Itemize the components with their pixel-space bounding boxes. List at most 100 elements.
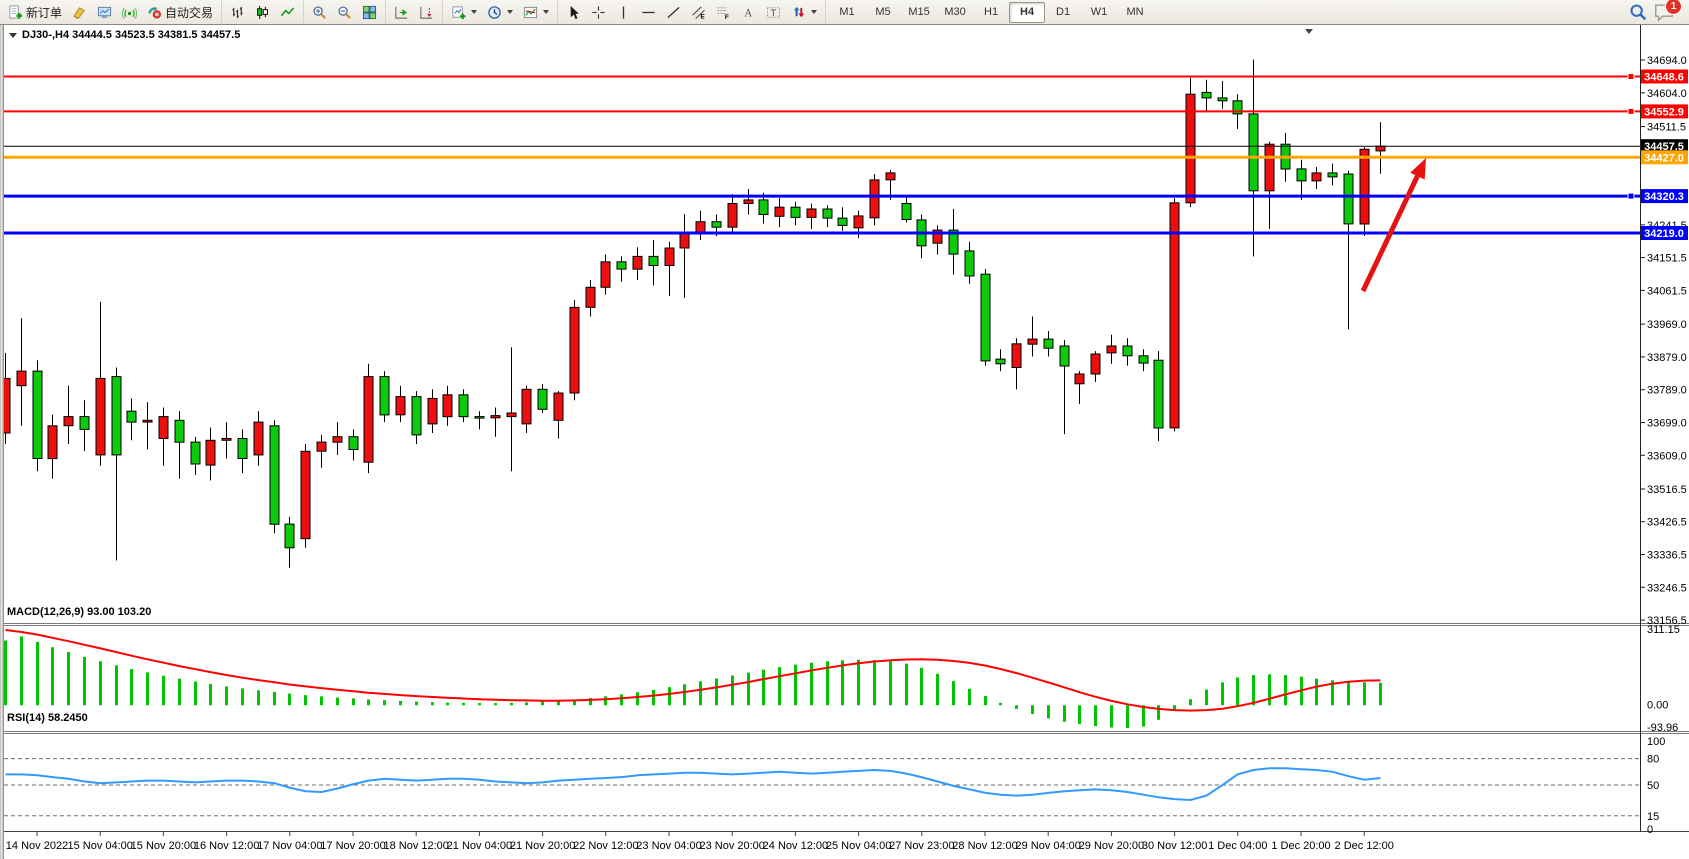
- timeframe-h1-button[interactable]: H1: [984, 5, 999, 18]
- signals-button[interactable]: [117, 1, 142, 23]
- zoom-out-button[interactable]: [332, 1, 357, 23]
- x-tick-label: 18 Nov 12:00: [383, 840, 448, 852]
- candle-body: [1027, 338, 1038, 345]
- timeframe-m5-button[interactable]: M5: [875, 5, 891, 18]
- chart-shift-marker[interactable]: [1305, 29, 1313, 34]
- candle-body: [32, 370, 43, 460]
- arrows-icon: [791, 5, 806, 20]
- periods-button[interactable]: [482, 1, 518, 23]
- line-handle[interactable]: [1627, 73, 1635, 80]
- text-label-button[interactable]: T: [761, 1, 786, 23]
- auto-trading-label: 自动交易: [165, 5, 214, 20]
- new-chart-button[interactable]: [446, 1, 482, 23]
- candle-body: [664, 247, 675, 266]
- chevron-down-icon[interactable]: [811, 10, 818, 14]
- fibonacci-button[interactable]: F: [711, 1, 736, 23]
- bar-chart-icon: [230, 5, 245, 20]
- options-icon: [97, 5, 112, 20]
- x-tick-label: 21 Nov 04:00: [447, 840, 512, 852]
- clock-icon: [487, 5, 502, 20]
- new-order-label: 新订单: [26, 5, 63, 20]
- chart-plot[interactable]: 34694.034604.034511.534241.534151.534061…: [0, 25, 1689, 859]
- chart-shift-button[interactable]: [414, 1, 439, 23]
- options-button[interactable]: [92, 1, 117, 23]
- line-chart-button[interactable]: [275, 1, 300, 23]
- candle-body: [442, 394, 453, 418]
- price-tag-label: 34457.5: [1644, 141, 1684, 153]
- timeframe-m30-button[interactable]: M30: [944, 5, 966, 18]
- x-tick-label: 2 Dec 12:00: [1335, 840, 1394, 852]
- y-tick-label: 33336.5: [1647, 550, 1687, 562]
- rsi-scale-label: 0: [1647, 824, 1653, 836]
- horizontal-line-button[interactable]: [636, 1, 661, 23]
- price-tag-label: 34552.9: [1644, 106, 1684, 118]
- candle-body: [885, 172, 896, 181]
- text-button[interactable]: A: [736, 1, 761, 23]
- timeframe-mn-button[interactable]: MN: [1126, 5, 1144, 18]
- candle-body: [1311, 172, 1322, 182]
- rsi-scale-label: 80: [1647, 754, 1659, 766]
- zoom-in-button[interactable]: [307, 1, 332, 23]
- chevron-down-icon[interactable]: [471, 10, 478, 14]
- candle-body: [363, 376, 374, 463]
- rsi-line: [5, 767, 1381, 802]
- chart-dropdown-icon[interactable]: [9, 32, 17, 38]
- line-handle[interactable]: [1627, 192, 1635, 200]
- new-order-button[interactable]: 新订单: [3, 1, 67, 23]
- arrows-button[interactable]: [786, 1, 822, 23]
- x-tick-label: 29 Nov 04:00: [1015, 840, 1080, 852]
- template-icon: [523, 5, 538, 20]
- vertical-line-button[interactable]: [611, 1, 636, 23]
- x-tick-label: 28 Nov 12:00: [952, 840, 1017, 852]
- candle-body: [806, 208, 817, 218]
- y-tick-label: 34604.0: [1647, 88, 1687, 100]
- x-tick-label: 23 Nov 20:00: [699, 840, 764, 852]
- timeframe-m15-button[interactable]: M15: [908, 5, 930, 18]
- timeframe-d1-button[interactable]: D1: [1056, 5, 1071, 18]
- candle-body: [427, 397, 438, 425]
- timeframe-w1-button[interactable]: W1: [1090, 5, 1108, 18]
- candle-body: [632, 255, 643, 270]
- x-tick-label: 1 Dec 20:00: [1271, 840, 1330, 852]
- rsi-scale-label: 100: [1647, 736, 1665, 748]
- candle-body: [743, 199, 754, 204]
- chevron-down-icon[interactable]: [543, 10, 550, 14]
- templates-button[interactable]: [518, 1, 554, 23]
- tile-windows-button[interactable]: [357, 1, 382, 23]
- metaeditor-button[interactable]: [67, 1, 92, 23]
- toolbar-group: [385, 0, 442, 24]
- trendline-button[interactable]: [661, 1, 686, 23]
- auto-scroll-button[interactable]: [389, 1, 414, 23]
- price-tag: [1641, 104, 1688, 119]
- price-tag: [1641, 139, 1688, 154]
- equidistant-channel-button[interactable]: E: [686, 1, 711, 23]
- candlestick-chart-button[interactable]: [250, 1, 275, 23]
- cursor-button[interactable]: [561, 1, 586, 23]
- signals-icon: [122, 5, 138, 20]
- candle-body: [932, 229, 943, 244]
- chevron-down-icon[interactable]: [507, 10, 514, 14]
- search-icon[interactable]: [1629, 3, 1647, 21]
- candle-body: [316, 441, 327, 452]
- candle-body: [600, 261, 611, 288]
- candle-body: [221, 438, 232, 441]
- timeframe-h4-button[interactable]: H4: [1009, 1, 1046, 23]
- timeframe-m1-button[interactable]: M1: [839, 5, 855, 18]
- line-handle[interactable]: [1627, 107, 1635, 115]
- text-icon: A: [741, 5, 756, 20]
- notifications-button[interactable]: 1: [1653, 0, 1681, 23]
- price-tag: [1641, 150, 1688, 165]
- candle-body: [142, 419, 153, 423]
- y-tick-label: 33969.0: [1647, 319, 1687, 331]
- crosshair-button[interactable]: [586, 1, 611, 23]
- arrow-annotation[interactable]: [1360, 175, 1420, 293]
- x-tick-label: 1 Dec 04:00: [1208, 840, 1267, 852]
- y-tick-label: 34061.5: [1647, 285, 1687, 297]
- chart-area[interactable]: 34694.0 34604.0 34511.5 34241.5 34151.5 34061…: [0, 24, 1689, 859]
- candle-body: [284, 523, 295, 549]
- candle-body: [458, 394, 469, 418]
- bar-chart-button[interactable]: [225, 1, 250, 23]
- y-tick-label: 33156.5: [1647, 615, 1687, 627]
- auto-trading-button[interactable]: 自动交易: [142, 1, 218, 23]
- candle-body: [379, 376, 390, 416]
